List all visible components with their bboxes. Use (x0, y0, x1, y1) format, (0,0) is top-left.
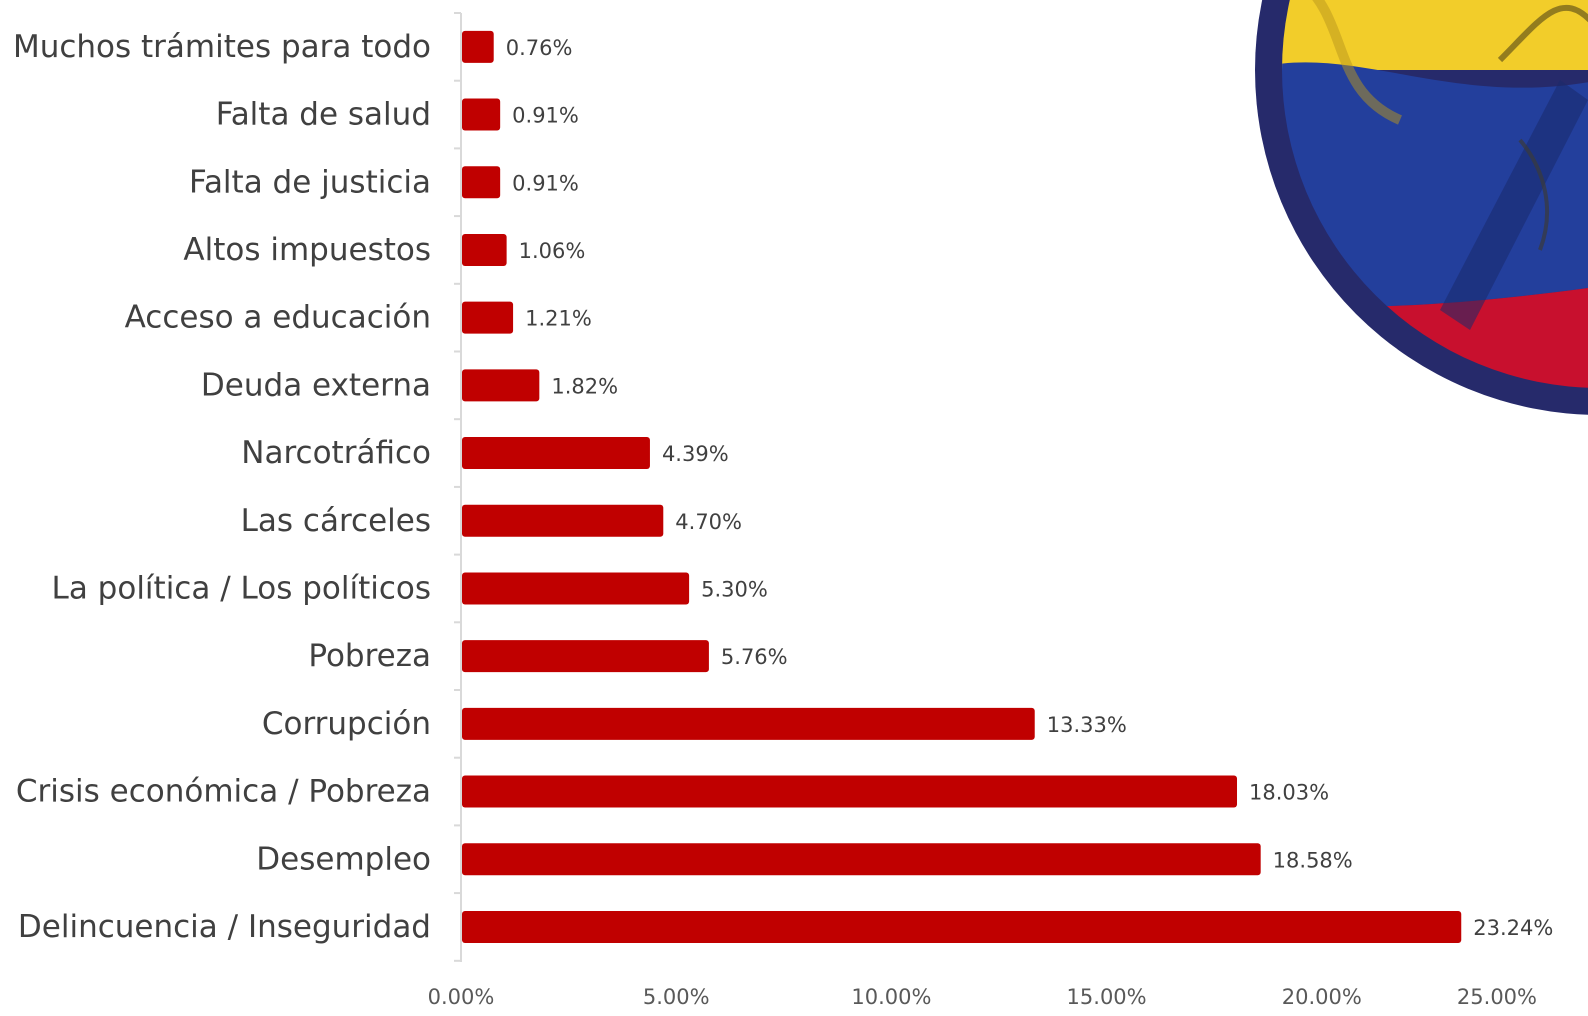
category-label: Deuda externa (201, 367, 431, 403)
value-labels: 0.76% 0.91% 0.91% 1.06% 1.21% 1.82% 4.39% 4.70%… (506, 36, 1554, 940)
x-tick-label: 5.00% (643, 985, 710, 1009)
category-label: Corrupción (262, 706, 431, 742)
bar (462, 910, 1462, 943)
bar (462, 166, 501, 199)
bar (462, 843, 1261, 876)
bar (462, 437, 650, 470)
data-label: 5.30% (701, 577, 768, 601)
category-label: Muchos trámites para todo (13, 29, 431, 65)
x-tick-label: 10.00% (851, 985, 931, 1009)
bar (462, 98, 501, 131)
y-axis (454, 12, 462, 962)
x-tick-label: 25.00% (1457, 985, 1537, 1009)
data-label: 4.70% (675, 510, 742, 534)
data-label: 23.24% (1473, 916, 1553, 940)
x-tick-label: 0.00% (428, 985, 495, 1009)
data-label: 1.21% (525, 307, 592, 331)
category-label: Falta de salud (216, 97, 431, 133)
bar (462, 233, 507, 266)
data-label: 1.06% (519, 239, 586, 263)
category-labels: Muchos trámites para todo Falta de salud F… (13, 29, 431, 945)
category-label: Delincuencia / Inseguridad (18, 909, 431, 945)
bar (462, 504, 664, 537)
bar (462, 707, 1035, 740)
bar (462, 369, 540, 402)
category-label: Acceso a educación (125, 300, 431, 336)
x-tick-label: 20.00% (1282, 985, 1362, 1009)
category-label: Crisis económica / Pobreza (16, 774, 431, 810)
bar (462, 301, 514, 334)
category-label: Pobreza (308, 638, 431, 674)
bars (462, 30, 1462, 943)
data-label: 1.82% (551, 374, 618, 398)
bar (462, 572, 690, 605)
data-label: 4.39% (662, 442, 729, 466)
category-label: Narcotráfico (241, 435, 431, 471)
data-label: 18.03% (1249, 781, 1329, 805)
bar (462, 775, 1238, 808)
data-label: 0.76% (506, 36, 573, 60)
data-label: 5.76% (721, 645, 788, 669)
x-tick-label: 15.00% (1067, 985, 1147, 1009)
category-label: La política / Los políticos (52, 570, 431, 606)
data-label: 18.58% (1273, 848, 1353, 872)
category-label: Altos impuestos (183, 232, 431, 268)
data-label: 0.91% (512, 171, 579, 195)
bar (462, 640, 709, 673)
data-label: 13.33% (1047, 713, 1127, 737)
category-label: Falta de justicia (189, 164, 431, 200)
bar (462, 30, 494, 63)
data-label: 0.91% (512, 104, 579, 128)
category-label: Desempleo (256, 841, 431, 877)
x-axis-ticks: 0.00% 5.00% 10.00% 15.00% 20.00% 25.00% (428, 985, 1537, 1009)
category-label: Las cárceles (241, 503, 431, 539)
